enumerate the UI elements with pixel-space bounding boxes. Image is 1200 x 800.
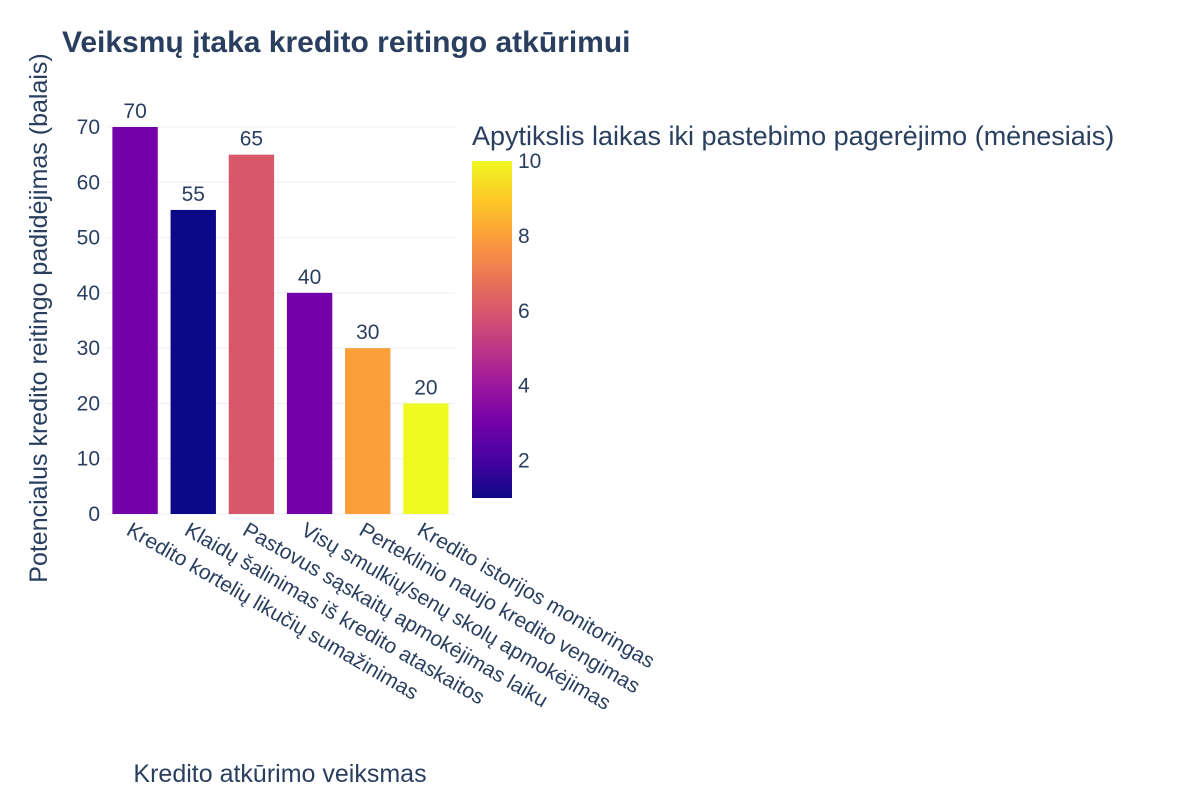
bar-data-label: 65 (240, 128, 263, 151)
bar-data-label: 40 (298, 266, 321, 289)
y-tick-label: 30 (77, 337, 100, 360)
y-axis-ticks: 0 10 20 30 40 50 60 70 (77, 116, 100, 526)
chart-title: Veiksmų įtaka kredito reitingo atkūrimui (62, 26, 631, 59)
colorbar-tick-label: 8 (518, 225, 530, 248)
colorbar-title: Apytikslis laikas iki pastebimo pagerėji… (472, 121, 1114, 151)
bars (112, 127, 449, 514)
colorbar-tick-label: 4 (518, 375, 530, 398)
colorbar-gradient (472, 161, 512, 498)
y-axis-title: Potencialus kredito reitingo padidėjimas… (25, 53, 53, 582)
bar (170, 209, 216, 514)
colorbar-tick-label: 10 (518, 150, 541, 173)
data-labels: 70 55 65 40 30 20 (123, 100, 437, 399)
bar (228, 154, 275, 514)
y-tick-label: 40 (77, 282, 100, 305)
bar-data-label: 55 (182, 183, 205, 206)
bar (112, 127, 158, 514)
y-tick-label: 60 (77, 171, 100, 194)
bar-data-label: 20 (414, 376, 437, 399)
bar (286, 292, 333, 514)
y-tick-label: 20 (77, 392, 100, 415)
colorbar-ticks: 2 4 6 8 10 (518, 150, 541, 473)
bar (403, 403, 449, 514)
y-tick-label: 10 (77, 448, 100, 471)
x-axis-categories: Kredito kortelių likučių sumažinimasKlai… (123, 518, 659, 715)
colorbar: Apytikslis laikas iki pastebimo pagerėji… (472, 121, 1114, 498)
y-tick-label: 0 (88, 503, 100, 526)
y-tick-label: 50 (77, 227, 100, 250)
colorbar-tick-label: 2 (518, 450, 530, 473)
x-axis-title: Kredito atkūrimo veiksmas (133, 760, 426, 788)
bar-data-label: 30 (356, 321, 379, 344)
bar (345, 348, 391, 514)
y-tick-label: 70 (77, 116, 100, 139)
bar-data-label: 70 (123, 100, 146, 123)
colorbar-tick-label: 6 (518, 300, 530, 323)
gridlines (106, 126, 455, 515)
